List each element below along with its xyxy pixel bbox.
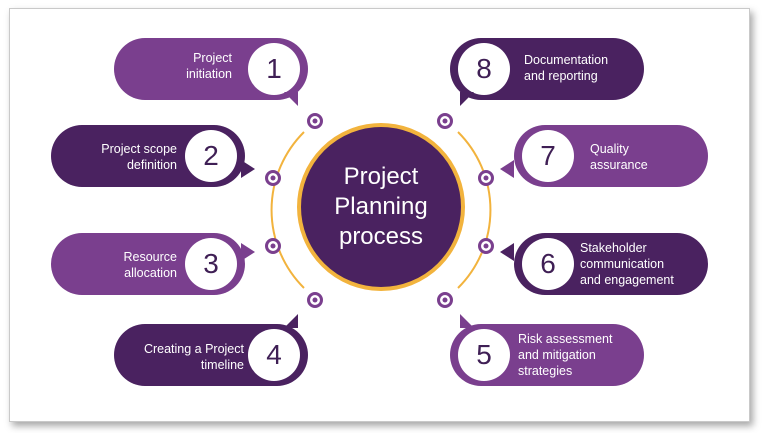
step-3-tail: [241, 243, 255, 261]
step-3-pill: Resource allocation 3: [51, 233, 245, 295]
step-2-number: 2: [185, 130, 237, 182]
step-1-pill: Project initiation 1: [114, 38, 308, 100]
step-6-pill: 6 Stakeholder communication and engageme…: [514, 233, 708, 295]
step-2-pill: Project scope definition 2: [51, 125, 245, 187]
step-4-pill: Creating a Project timeline 4: [114, 324, 308, 386]
step-8-pill: 8 Documentation and reporting: [450, 38, 644, 100]
step-7-label: Quality assurance: [590, 142, 648, 172]
step-5-number: 5: [458, 329, 510, 381]
step-2-tail: [241, 160, 255, 178]
step-5-tail: [460, 314, 474, 328]
step-4-label: Creating a Project timeline: [143, 342, 244, 372]
step-3-label: Resource allocation: [123, 250, 178, 280]
step-5-pill: 5 Risk assessment and mitigation strateg…: [450, 324, 644, 386]
step-6-tail: [500, 243, 514, 261]
step-8-tail: [460, 92, 474, 106]
step-8-number: 8: [458, 43, 510, 95]
step-8-label: Documentation and reporting: [524, 53, 609, 83]
step-4-number: 4: [248, 329, 300, 381]
step-6-number: 6: [522, 238, 574, 290]
step-1-number: 1: [248, 43, 300, 95]
step-7-pill: 7 Quality assurance: [514, 125, 708, 187]
step-7-number: 7: [522, 130, 574, 182]
step-3-number: 3: [185, 238, 237, 290]
step-1-tail: [284, 92, 298, 106]
center-title: Project Planning process: [334, 163, 428, 250]
step-6-label: Stakeholder communication and engagement: [580, 241, 674, 287]
step-2-label: Project scope definition: [101, 142, 177, 172]
step-1-label: Project initiation: [186, 51, 232, 81]
center-hub: Project Planning process: [297, 123, 465, 291]
step-7-tail: [500, 160, 514, 178]
step-4-tail: [284, 314, 298, 328]
step-5-label: Risk assessment and mitigation strategie…: [518, 332, 613, 378]
